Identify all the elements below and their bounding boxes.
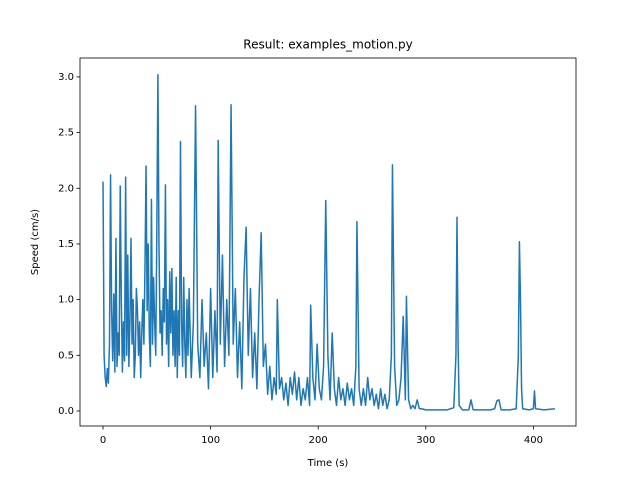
- y-tick-label: 2.0: [58, 183, 74, 194]
- y-tick-label: 2.5: [58, 128, 74, 139]
- chart-title: Result: examples_motion.py: [243, 38, 412, 52]
- x-tick-label: 300: [416, 435, 435, 446]
- y-axis-label: Speed (cm/s): [30, 209, 41, 275]
- x-tick-label: 200: [309, 435, 328, 446]
- y-tick-label: 1.0: [58, 295, 74, 306]
- y-tick-label: 1.5: [58, 239, 74, 250]
- y-tick-label: 0.5: [58, 350, 74, 361]
- data-line: [102, 73, 555, 411]
- x-axis-label: Time (s): [307, 458, 349, 469]
- axes-frame: [79, 57, 577, 427]
- y-tick-label: 3.0: [58, 72, 74, 83]
- x-tick-label: 0: [100, 435, 106, 446]
- x-tick-label: 400: [524, 435, 543, 446]
- x-tick-label: 100: [201, 435, 220, 446]
- y-tick-label: 0.0: [58, 406, 74, 417]
